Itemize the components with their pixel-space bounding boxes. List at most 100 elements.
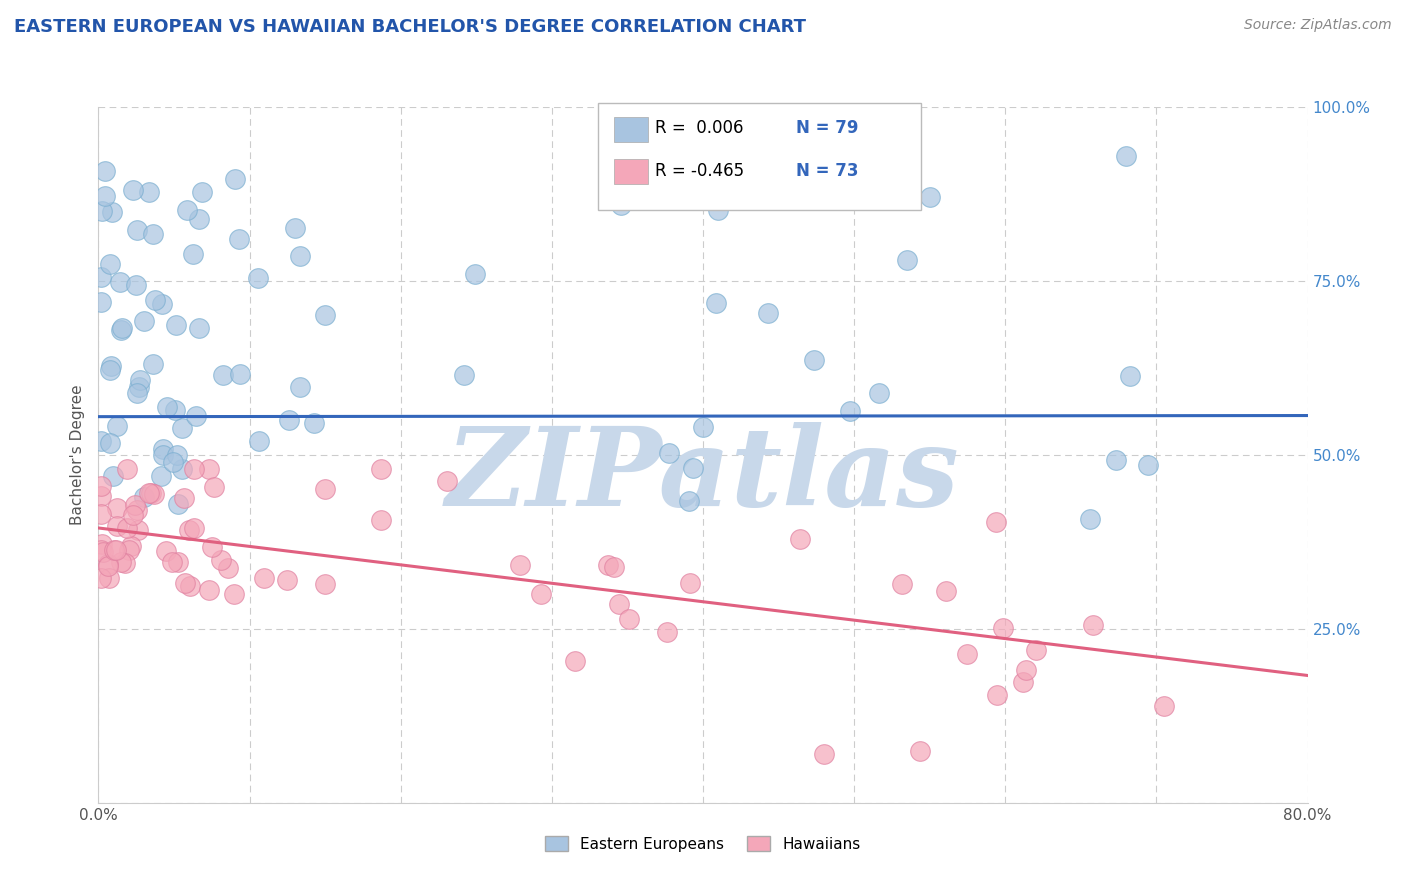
Point	[603, 560, 626, 574]
Point	[284, 221, 307, 235]
Point	[125, 223, 148, 237]
Point	[596, 558, 619, 572]
Point	[183, 521, 205, 535]
Point	[187, 212, 209, 227]
Point	[803, 353, 825, 368]
Point	[125, 502, 148, 516]
Point	[956, 647, 979, 661]
Point	[97, 557, 120, 571]
Point	[682, 461, 704, 475]
Point	[986, 515, 1008, 529]
Point	[198, 583, 221, 598]
Point	[174, 576, 197, 591]
Point	[314, 482, 336, 496]
Point	[1136, 458, 1159, 472]
Point	[170, 421, 193, 435]
Point	[143, 487, 166, 501]
Point	[97, 558, 120, 573]
Point	[155, 544, 177, 558]
Point	[201, 540, 224, 554]
Point	[129, 373, 152, 387]
Point	[179, 579, 201, 593]
Point	[128, 380, 150, 394]
Point	[246, 271, 269, 285]
Point	[436, 475, 458, 489]
Point	[115, 462, 138, 476]
Point	[290, 249, 312, 263]
Point	[1078, 512, 1101, 526]
Point	[228, 232, 250, 246]
Point	[1115, 149, 1137, 163]
Point	[108, 276, 131, 290]
Point	[609, 597, 631, 611]
Y-axis label: Bachelor's Degree: Bachelor's Degree	[69, 384, 84, 525]
Point	[100, 359, 122, 374]
Point	[187, 320, 209, 334]
Point	[704, 296, 727, 310]
Point	[163, 402, 186, 417]
Point	[138, 486, 160, 500]
Point	[177, 524, 200, 538]
Point	[918, 190, 941, 204]
Point	[707, 203, 730, 218]
Point	[118, 543, 141, 558]
Point	[868, 385, 890, 400]
Point	[138, 185, 160, 199]
Point	[149, 468, 172, 483]
Point	[209, 553, 232, 567]
Point	[90, 434, 112, 448]
Point	[152, 442, 174, 456]
Point	[110, 556, 132, 570]
Point	[619, 612, 641, 626]
Point	[90, 571, 112, 585]
Point	[173, 491, 195, 506]
Point	[98, 362, 121, 376]
Point	[276, 573, 298, 587]
Text: R =  0.006: R = 0.006	[655, 120, 744, 137]
Point	[211, 368, 233, 382]
Point	[162, 555, 184, 569]
Point	[90, 542, 112, 557]
Point	[91, 545, 114, 559]
Point	[302, 417, 325, 431]
Point	[90, 537, 112, 551]
Point	[125, 386, 148, 401]
Point	[143, 293, 166, 307]
Point	[114, 556, 136, 570]
Point	[98, 436, 121, 450]
Point	[370, 462, 392, 476]
Point	[224, 172, 246, 186]
Point	[908, 744, 931, 758]
Point	[127, 523, 149, 537]
Point	[90, 490, 112, 504]
Text: Source: ZipAtlas.com: Source: ZipAtlas.com	[1244, 18, 1392, 32]
Point	[111, 320, 134, 334]
Point	[509, 558, 531, 572]
Point	[162, 454, 184, 468]
Point	[222, 587, 245, 601]
Point	[610, 198, 633, 212]
Point	[142, 357, 165, 371]
Point	[103, 468, 125, 483]
Point	[152, 297, 174, 311]
Point	[1081, 618, 1104, 632]
Point	[314, 309, 336, 323]
Point	[170, 462, 193, 476]
Point	[1024, 642, 1046, 657]
Point	[120, 539, 142, 553]
Point	[152, 448, 174, 462]
Text: ZIPatlas: ZIPatlas	[446, 422, 960, 530]
Point	[166, 497, 188, 511]
Point	[253, 571, 276, 585]
Point	[90, 295, 112, 310]
Point	[124, 499, 146, 513]
Legend: Eastern Europeans, Hawaiians: Eastern Europeans, Hawaiians	[538, 830, 868, 858]
Point	[197, 462, 219, 476]
Point	[90, 508, 112, 522]
Point	[105, 519, 128, 533]
Point	[101, 205, 124, 219]
Point	[142, 227, 165, 241]
Point	[110, 323, 132, 337]
Point	[122, 184, 145, 198]
Point	[247, 434, 270, 448]
